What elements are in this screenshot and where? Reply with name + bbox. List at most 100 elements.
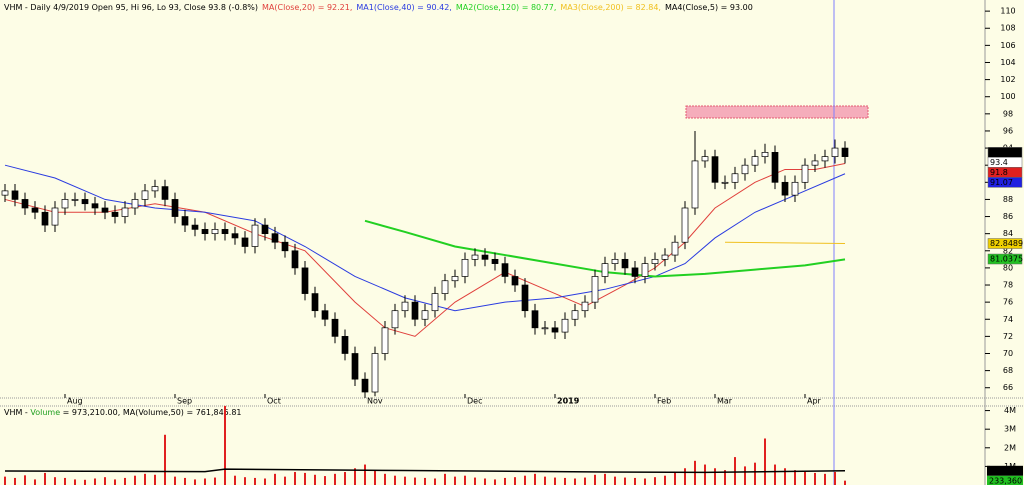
y-tick-label: 106 bbox=[1000, 41, 1015, 50]
volume-bar bbox=[824, 473, 826, 485]
candle-body bbox=[1, 190, 9, 196]
volume-bar bbox=[44, 472, 46, 485]
resistance-zone bbox=[685, 105, 869, 119]
candle-body bbox=[761, 152, 769, 157]
volume-bar bbox=[64, 477, 66, 485]
volume-bar bbox=[814, 472, 816, 485]
x-tick-label: Mar bbox=[717, 397, 733, 406]
candle-body bbox=[241, 237, 249, 247]
volume-bar bbox=[244, 477, 246, 485]
volume-bar bbox=[774, 464, 776, 485]
y-tick-label: 108 bbox=[1000, 24, 1015, 33]
candle-body bbox=[11, 190, 19, 200]
volume-bar bbox=[24, 475, 26, 485]
volume-bar bbox=[704, 464, 706, 485]
title: VHM - bbox=[4, 408, 30, 417]
candle-body bbox=[381, 327, 389, 354]
volume-bar bbox=[794, 470, 796, 485]
volume-bar bbox=[164, 434, 166, 485]
candle-body bbox=[311, 293, 319, 312]
candle-body bbox=[621, 258, 629, 269]
candle-body bbox=[101, 207, 109, 213]
candle-body bbox=[21, 199, 29, 209]
y-tick-label: 96 bbox=[1003, 126, 1013, 135]
volume-bar bbox=[604, 473, 606, 485]
volume-tag bbox=[987, 465, 1023, 476]
volume-bar bbox=[214, 477, 216, 485]
volume-bar bbox=[554, 477, 556, 485]
note: = 973,210.00, MA(Volume,50) = 761,845.81 bbox=[60, 408, 241, 417]
price-tag bbox=[987, 253, 1023, 265]
y-tick-label: 110 bbox=[1000, 7, 1015, 16]
price-tag-label: 82.8489 bbox=[990, 239, 1023, 248]
volume-bar bbox=[504, 477, 506, 485]
candle-body bbox=[111, 211, 119, 217]
candle-body bbox=[551, 327, 559, 333]
candle-body bbox=[371, 353, 379, 393]
candle-body bbox=[651, 258, 659, 264]
volume-bar bbox=[464, 475, 466, 485]
y-tick-label: 74 bbox=[1003, 315, 1013, 324]
volume-bar bbox=[94, 478, 96, 485]
x-tick-label: Nov bbox=[367, 397, 383, 406]
price-tag bbox=[987, 238, 1023, 249]
y-tick-label: 98 bbox=[1003, 109, 1013, 118]
candle-body bbox=[301, 267, 309, 294]
volume-bar bbox=[764, 438, 766, 485]
volume-bar bbox=[444, 473, 446, 485]
candle-body bbox=[741, 164, 749, 175]
candle-body bbox=[661, 254, 669, 260]
volume-bar bbox=[284, 476, 286, 485]
candle-body bbox=[601, 263, 609, 277]
volume-bar bbox=[674, 471, 676, 485]
volume-bar bbox=[784, 468, 786, 485]
candle-body bbox=[541, 327, 549, 330]
volume-bar bbox=[594, 474, 596, 485]
candle-body bbox=[461, 258, 469, 277]
legend-entry: MA1(Close,40) = 90.42, bbox=[356, 3, 451, 12]
subtitle: Volume bbox=[30, 408, 60, 417]
x-tick-label: Oct bbox=[267, 397, 281, 406]
candle-body bbox=[441, 280, 449, 294]
volume-bar bbox=[564, 477, 566, 485]
volume-bar bbox=[584, 477, 586, 485]
volume-bar bbox=[354, 468, 356, 485]
volume-bar bbox=[264, 478, 266, 485]
legend-entry: MA4(Close,5) = 93.00 bbox=[665, 3, 753, 12]
candle-body bbox=[141, 190, 149, 200]
candle-body bbox=[451, 276, 459, 282]
candle-body bbox=[631, 267, 639, 277]
candle-body bbox=[261, 224, 269, 235]
candle-body bbox=[421, 310, 429, 320]
candle-body bbox=[771, 152, 779, 183]
volume-bar bbox=[114, 479, 116, 485]
candle-body bbox=[331, 318, 339, 337]
volume-tag-label: 233,360 bbox=[989, 476, 1022, 485]
candle-body bbox=[701, 156, 709, 162]
candle-body bbox=[691, 160, 699, 209]
candle-body bbox=[171, 199, 179, 217]
volume-bar bbox=[84, 479, 86, 485]
y-tick-label: 68 bbox=[1003, 366, 1013, 375]
volume-bar bbox=[624, 477, 626, 485]
candle-body bbox=[491, 258, 499, 264]
volume-header: VHM - Volume = 973,210.00, MA(Volume,50)… bbox=[4, 408, 242, 417]
candle-body bbox=[271, 233, 279, 243]
volume-bar bbox=[144, 473, 146, 485]
candle-body bbox=[781, 181, 789, 196]
y-tick-label: 82 bbox=[1003, 246, 1013, 255]
volume-bar bbox=[344, 471, 346, 485]
candle-body bbox=[571, 310, 579, 320]
candle-body bbox=[511, 276, 519, 286]
volume-bar bbox=[274, 473, 276, 485]
volume-bar bbox=[4, 476, 6, 485]
candle-body bbox=[31, 207, 39, 213]
candle-body bbox=[561, 318, 569, 333]
candle-body bbox=[361, 378, 369, 393]
y-tick-label: 86 bbox=[1003, 212, 1013, 221]
candle-body bbox=[731, 173, 739, 183]
candle-body bbox=[531, 310, 539, 329]
price-tag bbox=[987, 177, 1023, 188]
y-tick-label: 100 bbox=[1000, 92, 1015, 101]
